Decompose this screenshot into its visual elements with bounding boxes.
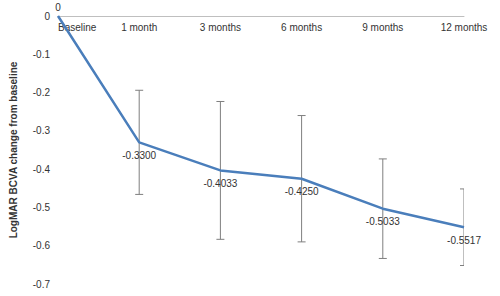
svg-text:-0.5517: -0.5517 — [447, 235, 481, 246]
svg-text:Baseline: Baseline — [58, 21, 97, 33]
svg-text:-0.1: -0.1 — [33, 49, 51, 60]
svg-text:-0.7: -0.7 — [33, 279, 51, 290]
svg-text:12 months: 12 months — [441, 22, 488, 33]
svg-text:3 months: 3 months — [200, 22, 241, 33]
svg-text:-0.4250: -0.4250 — [285, 186, 319, 197]
svg-text:6 months: 6 months — [281, 22, 322, 33]
svg-text:-0.5: -0.5 — [33, 202, 51, 213]
svg-text:-0.3: -0.3 — [33, 125, 51, 136]
svg-text:LogMAR BCVA change from baseli: LogMAR BCVA change from baseline — [8, 61, 19, 238]
svg-text:0: 0 — [44, 11, 50, 22]
svg-text:1 month: 1 month — [121, 22, 157, 33]
svg-text:-0.4: -0.4 — [33, 164, 51, 175]
svg-text:-0.2: -0.2 — [33, 87, 51, 98]
svg-text:-0.3300: -0.3300 — [122, 150, 156, 161]
svg-text:0: 0 — [55, 2, 61, 13]
svg-text:-0.5033: -0.5033 — [366, 216, 400, 227]
svg-text:-0.6: -0.6 — [33, 240, 51, 251]
svg-text:9 months: 9 months — [362, 22, 403, 33]
svg-text:-0.4033: -0.4033 — [203, 178, 237, 189]
